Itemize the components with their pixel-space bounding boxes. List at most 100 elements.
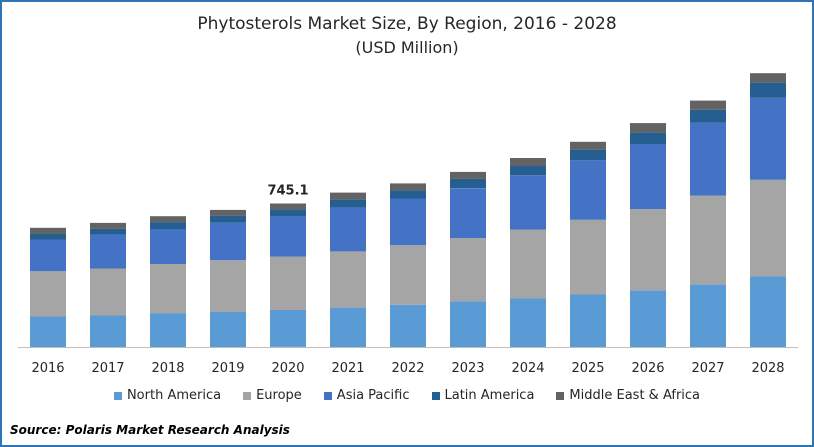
bar-segment-2027-asia-pacific bbox=[690, 122, 726, 196]
data-label-2020: 745.1 bbox=[267, 184, 308, 199]
legend-label-europe: Europe bbox=[256, 388, 302, 403]
bar-segment-2028-middle-east-africa bbox=[750, 73, 786, 83]
bar-segment-2028-asia-pacific bbox=[750, 97, 786, 180]
bar-segment-2026-middle-east-africa bbox=[630, 123, 666, 133]
bar-segment-2018-middle-east-africa bbox=[150, 216, 186, 223]
bar-segment-2021-middle-east-africa bbox=[330, 192, 366, 200]
bar-segment-2020-middle-east-africa bbox=[270, 203, 306, 210]
legend-item-latin-america: Latin America bbox=[431, 388, 535, 403]
x-tick-label-2018: 2018 bbox=[151, 361, 184, 376]
x-tick-label-2016: 2016 bbox=[31, 361, 64, 376]
bar-segment-2017-north-america bbox=[90, 315, 126, 347]
legend-item-asia-pacific: Asia Pacific bbox=[323, 388, 410, 403]
bar-segment-2024-latin-america bbox=[510, 166, 546, 176]
bar-segment-2022-north-america bbox=[390, 304, 426, 347]
bar-segment-2017-middle-east-africa bbox=[90, 222, 126, 229]
bar-segment-2016-middle-east-africa bbox=[30, 227, 66, 234]
bar-segment-2020-latin-america bbox=[270, 209, 306, 217]
bar-segment-2025-europe bbox=[570, 219, 606, 295]
bar-segment-2017-latin-america bbox=[90, 228, 126, 235]
legend-label-asia-pacific: Asia Pacific bbox=[336, 388, 410, 403]
legend-swatch-europe bbox=[243, 391, 252, 400]
x-tick-label-2022: 2022 bbox=[391, 361, 424, 376]
bar-segment-2021-asia-pacific bbox=[330, 207, 366, 252]
x-tick-label-2027: 2027 bbox=[691, 361, 724, 376]
bar-segment-2016-latin-america bbox=[30, 233, 66, 240]
bar-segment-2018-latin-america bbox=[150, 222, 186, 230]
bar-segment-2025-north-america bbox=[570, 294, 606, 347]
bar-segment-2021-latin-america bbox=[330, 199, 366, 208]
bar-segment-2024-europe bbox=[510, 229, 546, 299]
bar-segment-2019-middle-east-africa bbox=[210, 209, 246, 216]
bar-segment-2026-asia-pacific bbox=[630, 144, 666, 210]
x-tick-label-2025: 2025 bbox=[571, 361, 604, 376]
legend-item-north-america: North America bbox=[113, 388, 222, 403]
bar-segment-2022-europe bbox=[390, 245, 426, 305]
chart-subtitle: (USD Million) bbox=[355, 38, 459, 57]
legend-label-latin-america: Latin America bbox=[444, 388, 535, 403]
bar-segment-2027-north-america bbox=[690, 284, 726, 347]
x-tick-label-2024: 2024 bbox=[511, 361, 544, 376]
bar-segment-2024-asia-pacific bbox=[510, 175, 546, 230]
legend: North America Europe Asia Pacific Latin … bbox=[2, 388, 812, 403]
bar-segment-2023-latin-america bbox=[450, 178, 486, 189]
bar-segment-2026-europe bbox=[630, 209, 666, 291]
legend-swatch-latin-america bbox=[431, 391, 440, 400]
bar-segment-2016-north-america bbox=[30, 316, 66, 347]
bar-segment-2023-north-america bbox=[450, 301, 486, 347]
bar-segment-2018-europe bbox=[150, 264, 186, 314]
bar-segment-2022-latin-america bbox=[390, 190, 426, 199]
x-tick-label-2028: 2028 bbox=[751, 361, 784, 376]
legend-swatch-north-america bbox=[113, 391, 122, 400]
bar-segment-2023-middle-east-africa bbox=[450, 171, 486, 179]
bar-segment-2027-europe bbox=[690, 195, 726, 285]
legend-item-europe: Europe bbox=[243, 388, 302, 403]
bar-segment-2028-north-america bbox=[750, 276, 786, 347]
bar-segment-2019-asia-pacific bbox=[210, 222, 246, 261]
bar-segment-2021-europe bbox=[330, 251, 366, 308]
source-note: Source: Polaris Market Research Analysis bbox=[10, 423, 290, 437]
bar-segment-2016-asia-pacific bbox=[30, 239, 66, 272]
bar-segment-2019-north-america bbox=[210, 312, 246, 347]
bar-segment-2028-europe bbox=[750, 179, 786, 277]
x-tick-label-2020: 2020 bbox=[271, 361, 304, 376]
x-tick-label-2017: 2017 bbox=[91, 361, 124, 376]
bar-segment-2018-asia-pacific bbox=[150, 229, 186, 264]
bar-segment-2020-north-america bbox=[270, 309, 306, 347]
x-tick-label-2023: 2023 bbox=[451, 361, 484, 376]
bar-segment-2026-north-america bbox=[630, 290, 666, 347]
bar-segment-2017-europe bbox=[90, 268, 126, 316]
x-tick-label-2021: 2021 bbox=[331, 361, 364, 376]
bar-segment-2021-north-america bbox=[330, 307, 366, 347]
bar-segment-2025-asia-pacific bbox=[570, 160, 606, 220]
legend-label-middle-east-africa: Middle East & Africa bbox=[569, 388, 701, 403]
chart-title: Phytosterols Market Size, By Region, 201… bbox=[197, 14, 617, 34]
bar-segment-2027-latin-america bbox=[690, 110, 726, 123]
bar-segment-2023-asia-pacific bbox=[450, 188, 486, 239]
bar-segment-2024-middle-east-africa bbox=[510, 158, 546, 167]
x-tick-label-2026: 2026 bbox=[631, 361, 664, 376]
bar-segment-2025-latin-america bbox=[570, 149, 606, 161]
bar-segment-2025-middle-east-africa bbox=[570, 141, 606, 150]
bar-segment-2017-asia-pacific bbox=[90, 234, 126, 269]
bar-segment-2019-latin-america bbox=[210, 215, 246, 223]
legend-label-north-america: North America bbox=[126, 388, 222, 403]
bar-segment-2016-europe bbox=[30, 271, 66, 317]
bar-segment-2024-north-america bbox=[510, 298, 546, 347]
bar-segment-2026-latin-america bbox=[630, 132, 666, 145]
x-tick-label-2019: 2019 bbox=[211, 361, 244, 376]
bar-segment-2019-europe bbox=[210, 260, 246, 312]
bar-segment-2022-asia-pacific bbox=[390, 198, 426, 246]
bar-segment-2027-middle-east-africa bbox=[690, 100, 726, 110]
legend-swatch-asia-pacific bbox=[323, 391, 332, 400]
legend-swatch-middle-east-africa bbox=[556, 391, 565, 400]
bar-segment-2020-asia-pacific bbox=[270, 216, 306, 257]
legend-item-middle-east-africa: Middle East & Africa bbox=[556, 388, 700, 403]
bar-segment-2020-europe bbox=[270, 256, 306, 310]
bar-segment-2018-north-america bbox=[150, 313, 186, 347]
bar-segment-2028-latin-america bbox=[750, 82, 786, 98]
bar-segment-2023-europe bbox=[450, 238, 486, 302]
bar-segment-2022-middle-east-africa bbox=[390, 183, 426, 191]
